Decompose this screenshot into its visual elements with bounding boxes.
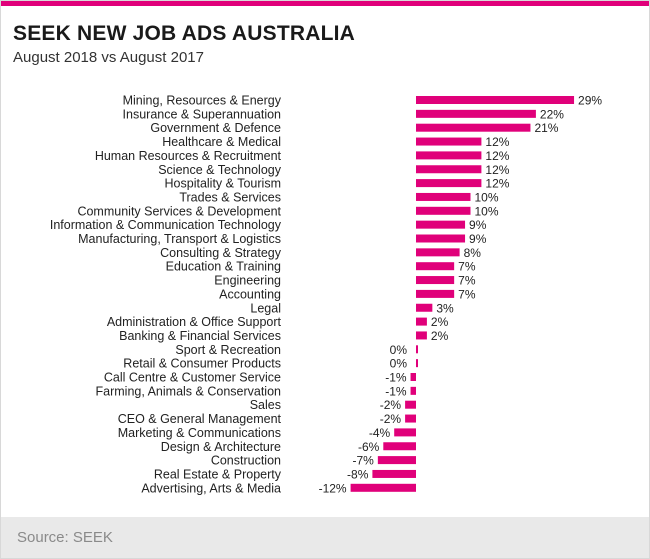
bar-community-services-and-development	[416, 206, 471, 215]
value-label-construction: -7%	[353, 454, 375, 468]
category-label-real-estate-and-property: Real Estate & Property	[154, 467, 282, 481]
bar-construction	[377, 456, 416, 465]
value-label-legal: 3%	[436, 301, 454, 315]
category-label-community-services-and-development: Community Services & Development	[77, 204, 281, 218]
category-label-trades-and-services: Trades & Services	[179, 190, 281, 204]
value-label-advertising-arts-and-media: -12%	[319, 481, 347, 495]
category-label-mining-resources-and-energy: Mining, Resources & Energy	[123, 94, 282, 108]
value-label-education-and-training: 7%	[458, 260, 476, 274]
value-label-healthcare-and-medical: 12%	[485, 135, 509, 149]
category-label-advertising-arts-and-media: Advertising, Arts & Media	[141, 481, 281, 495]
bar-ceo-and-general-management	[405, 414, 416, 423]
bar-education-and-training	[416, 262, 455, 271]
bar-administration-and-office-support	[416, 317, 427, 326]
value-label-consulting-and-strategy: 8%	[464, 246, 482, 260]
bar-human-resources-and-recruitment	[416, 151, 482, 160]
category-label-consulting-and-strategy: Consulting & Strategy	[160, 246, 282, 260]
value-label-science-and-technology: 12%	[485, 163, 509, 177]
category-label-retail-and-consumer-products: Retail & Consumer Products	[123, 357, 281, 371]
value-label-accounting: 7%	[458, 287, 476, 301]
bar-banking-and-financial-services	[416, 331, 427, 340]
bar-trades-and-services	[416, 192, 471, 201]
category-label-sport-and-recreation: Sport & Recreation	[175, 343, 281, 357]
value-label-administration-and-office-support: 2%	[431, 315, 449, 329]
category-label-sales: Sales	[250, 398, 281, 412]
category-label-healthcare-and-medical: Healthcare & Medical	[162, 135, 281, 149]
category-label-ceo-and-general-management: CEO & General Management	[118, 412, 282, 426]
bar-hospitality-and-tourism	[416, 179, 482, 188]
bar-consulting-and-strategy	[416, 248, 460, 257]
value-label-engineering: 7%	[458, 274, 476, 288]
bar-retail-and-consumer-products	[416, 359, 418, 368]
bar-real-estate-and-property	[372, 469, 416, 478]
value-label-manufacturing-transport-and-logistics: 9%	[469, 232, 487, 246]
bar-marketing-and-communications	[394, 428, 416, 437]
category-label-human-resources-and-recruitment: Human Resources & Recruitment	[95, 149, 282, 163]
value-label-sales: -2%	[380, 398, 402, 412]
value-label-retail-and-consumer-products: 0%	[390, 357, 408, 371]
category-label-construction: Construction	[211, 454, 281, 468]
chart-subtitle: August 2018 vs August 2017	[13, 49, 204, 66]
bar-design-and-architecture	[383, 442, 416, 451]
value-label-community-services-and-development: 10%	[475, 204, 499, 218]
accent-top-bar	[1, 1, 649, 6]
category-label-government-and-defence: Government & Defence	[150, 121, 281, 135]
bar-call-centre-and-customer-service	[410, 373, 416, 381]
category-label-science-and-technology: Science & Technology	[158, 163, 282, 177]
value-label-hospitality-and-tourism: 12%	[485, 177, 509, 191]
bar-healthcare-and-medical	[416, 137, 482, 146]
category-label-information-and-communication-technology: Information & Communication Technology	[50, 218, 282, 232]
value-label-mining-resources-and-energy: 29%	[578, 94, 602, 108]
category-label-insurance-and-superannuation: Insurance & Superannuation	[123, 107, 281, 121]
category-label-engineering: Engineering	[214, 274, 281, 288]
category-label-call-centre-and-customer-service: Call Centre & Customer Service	[104, 371, 281, 385]
source-label: Source: SEEK	[17, 529, 113, 546]
bar-science-and-technology	[416, 165, 482, 174]
bar-farming-animals-and-conservation	[410, 386, 416, 395]
category-label-education-and-training: Education & Training	[166, 260, 281, 274]
value-label-design-and-architecture: -6%	[358, 440, 380, 454]
source-footer: Source: SEEK	[1, 517, 649, 558]
bar-legal	[416, 303, 433, 312]
value-label-human-resources-and-recruitment: 12%	[485, 149, 509, 163]
value-label-insurance-and-superannuation: 22%	[540, 107, 564, 121]
category-label-design-and-architecture: Design & Architecture	[161, 440, 281, 454]
category-label-legal: Legal	[250, 301, 281, 315]
value-label-farming-animals-and-conservation: -1%	[385, 384, 407, 398]
value-label-sport-and-recreation: 0%	[390, 343, 408, 357]
bar-mining-resources-and-energy	[416, 96, 575, 104]
value-label-government-and-defence: 21%	[534, 121, 558, 135]
bar-sales	[405, 400, 416, 409]
value-label-trades-and-services: 10%	[475, 190, 499, 204]
bar-manufacturing-transport-and-logistics	[416, 234, 466, 243]
value-label-real-estate-and-property: -8%	[347, 467, 369, 481]
value-label-ceo-and-general-management: -2%	[380, 412, 402, 426]
bar-chart: Mining, Resources & Energy 29% Insurance &…	[50, 94, 603, 496]
category-label-hospitality-and-tourism: Hospitality & Tourism	[165, 177, 281, 191]
bar-insurance-and-superannuation	[416, 109, 536, 118]
bar-government-and-defence	[416, 123, 531, 132]
category-label-marketing-and-communications: Marketing & Communications	[118, 426, 281, 440]
category-label-administration-and-office-support: Administration & Office Support	[107, 315, 282, 329]
bar-information-and-communication-technology	[416, 220, 466, 229]
bar-engineering	[416, 276, 455, 285]
category-label-banking-and-financial-services: Banking & Financial Services	[119, 329, 281, 343]
bar-accounting	[416, 289, 455, 298]
chart-title: SEEK NEW JOB ADS AUSTRALIA	[13, 22, 355, 45]
value-label-information-and-communication-technology: 9%	[469, 218, 487, 232]
bar-sport-and-recreation	[416, 345, 418, 354]
bar-advertising-arts-and-media	[350, 483, 416, 492]
category-label-accounting: Accounting	[219, 287, 281, 301]
value-label-marketing-and-communications: -4%	[369, 426, 391, 440]
value-label-call-centre-and-customer-service: -1%	[385, 371, 407, 385]
value-label-banking-and-financial-services: 2%	[431, 329, 449, 343]
category-label-farming-animals-and-conservation: Farming, Animals & Conservation	[96, 384, 282, 398]
category-label-manufacturing-transport-and-logistics: Manufacturing, Transport & Logistics	[78, 232, 281, 246]
